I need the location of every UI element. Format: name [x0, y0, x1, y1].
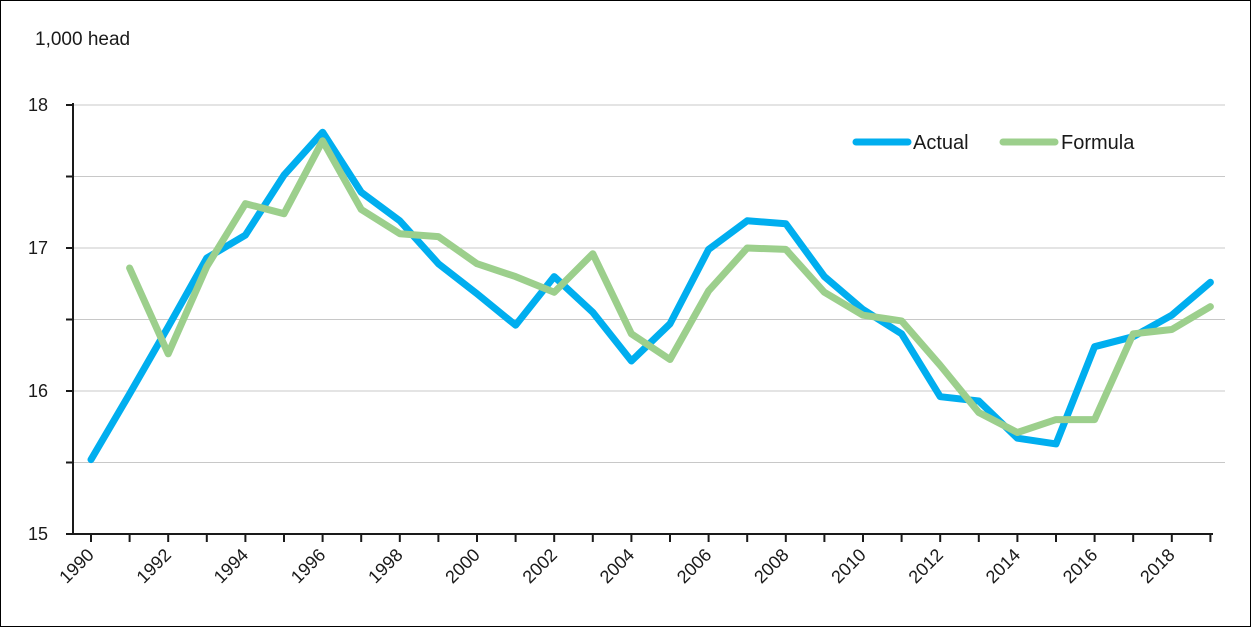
- legend-label-formula: Formula: [1061, 132, 1135, 154]
- x-tick-label: 2006: [673, 545, 715, 587]
- x-tick-label: 2002: [519, 545, 561, 587]
- x-tick-label: 2010: [827, 545, 869, 587]
- x-tick-label: 2000: [441, 545, 483, 587]
- x-tick-label: 2012: [905, 545, 947, 587]
- y-tick-label: 16: [28, 381, 48, 401]
- x-tick-label: 2016: [1059, 545, 1101, 587]
- y-axis-unit-label: 1,000 head: [35, 29, 131, 50]
- y-tick-label: 18: [28, 95, 48, 115]
- y-tick-label: 17: [28, 238, 48, 258]
- x-tick-label: 2008: [750, 545, 792, 587]
- x-tick-label: 2004: [596, 545, 638, 587]
- legend-label-actual: Actual: [913, 132, 969, 154]
- x-tick-label: 1996: [287, 545, 329, 587]
- x-tick-label: 1994: [210, 545, 252, 587]
- x-tick-label: 2014: [982, 545, 1024, 587]
- x-tick-label: 1990: [55, 545, 97, 587]
- x-tick-label: 1998: [364, 545, 406, 587]
- y-tick-label: 15: [28, 524, 48, 544]
- x-tick-label: 2018: [1136, 545, 1178, 587]
- series-line-actual: [87, 128, 1214, 464]
- series-line-formula: [126, 137, 1214, 436]
- x-tick-label: 1992: [133, 545, 175, 587]
